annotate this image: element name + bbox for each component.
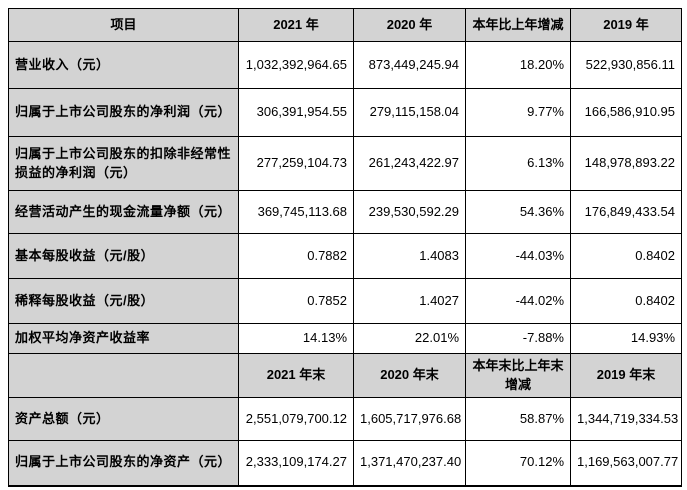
value-change: 6.13% — [465, 136, 571, 191]
row-label: 加权平均净资产收益率 — [8, 323, 239, 354]
table-header-row-year-end: 2021 年末 2020 年末 本年末比上年末增减 2019 年末 — [8, 353, 682, 398]
value-change: -44.02% — [465, 278, 571, 324]
value-2019: 522,930,856.11 — [570, 41, 682, 89]
row-operating-cash-flow: 经营活动产生的现金流量净额（元） 369,745,113.68 239,530,… — [8, 190, 682, 234]
header-2020: 2020 年 — [353, 8, 466, 42]
row-weighted-avg-roe: 加权平均净资产收益率 14.13% 22.01% -7.88% 14.93% — [8, 323, 682, 354]
value-change: 18.20% — [465, 41, 571, 89]
value-2019: 0.8402 — [570, 278, 682, 324]
row-net-assets-attributable: 归属于上市公司股东的净资产（元） 2,333,109,174.27 1,371,… — [8, 440, 682, 486]
row-basic-eps: 基本每股收益（元/股） 0.7882 1.4083 -44.03% 0.8402 — [8, 233, 682, 279]
header-yoy-change: 本年比上年增减 — [465, 8, 571, 42]
value-2020: 239,530,592.29 — [353, 190, 466, 234]
row-label: 营业收入（元） — [8, 41, 239, 89]
row-label: 基本每股收益（元/股） — [8, 233, 239, 279]
row-diluted-eps: 稀释每股收益（元/股） 0.7852 1.4027 -44.02% 0.8402 — [8, 278, 682, 324]
row-total-assets: 资产总额（元） 2,551,079,700.12 1,605,717,976.6… — [8, 397, 682, 441]
value-2021: 0.7852 — [238, 278, 354, 324]
value-2021: 2,333,109,174.27 — [238, 440, 354, 486]
row-label: 经营活动产生的现金流量净额（元） — [8, 190, 239, 234]
value-2019: 166,586,910.95 — [570, 88, 682, 137]
value-2019: 1,169,563,007.77 — [570, 440, 682, 486]
value-2021: 1,032,392,964.65 — [238, 41, 354, 89]
row-net-profit-attributable: 归属于上市公司股东的净利润（元） 306,391,954.55 279,115,… — [8, 88, 682, 137]
row-operating-revenue: 营业收入（元） 1,032,392,964.65 873,449,245.94 … — [8, 41, 682, 89]
value-change: -7.88% — [465, 323, 571, 354]
row-label: 归属于上市公司股东的净利润（元） — [8, 88, 239, 137]
value-2020: 1,371,470,237.40 — [353, 440, 466, 486]
row-label: 稀释每股收益（元/股） — [8, 278, 239, 324]
value-2021: 306,391,954.55 — [238, 88, 354, 137]
value-2020: 1.4083 — [353, 233, 466, 279]
value-change: 54.36% — [465, 190, 571, 234]
value-2019: 176,849,433.54 — [570, 190, 682, 234]
value-2020: 261,243,422.97 — [353, 136, 466, 191]
value-2020: 873,449,245.94 — [353, 41, 466, 89]
row-label: 资产总额（元） — [8, 397, 239, 441]
header-item-blank — [8, 353, 239, 398]
financial-summary-table: 项目 2021 年 2020 年 本年比上年增减 2019 年 营业收入（元） … — [8, 8, 682, 487]
value-2019: 148,978,893.22 — [570, 136, 682, 191]
value-2019: 1,344,719,334.53 — [570, 397, 682, 441]
table-header-row-annual: 项目 2021 年 2020 年 本年比上年增减 2019 年 — [8, 8, 682, 42]
row-label: 归属于上市公司股东的扣除非经常性损益的净利润（元） — [8, 136, 239, 191]
value-change: 9.77% — [465, 88, 571, 137]
value-2021: 277,259,104.73 — [238, 136, 354, 191]
header-2021-end: 2021 年末 — [238, 353, 354, 398]
header-2019: 2019 年 — [570, 8, 682, 42]
value-2021: 14.13% — [238, 323, 354, 354]
value-change: -44.03% — [465, 233, 571, 279]
value-2020: 279,115,158.04 — [353, 88, 466, 137]
value-2020: 1.4027 — [353, 278, 466, 324]
row-label: 归属于上市公司股东的净资产（元） — [8, 440, 239, 486]
header-2020-end: 2020 年末 — [353, 353, 466, 398]
value-2019: 14.93% — [570, 323, 682, 354]
value-2021: 0.7882 — [238, 233, 354, 279]
value-2019: 0.8402 — [570, 233, 682, 279]
value-2021: 2,551,079,700.12 — [238, 397, 354, 441]
header-2019-end: 2019 年末 — [570, 353, 682, 398]
value-change: 70.12% — [465, 440, 571, 486]
value-2020: 22.01% — [353, 323, 466, 354]
header-yoy-end-change: 本年末比上年末增减 — [465, 353, 571, 398]
value-2021: 369,745,113.68 — [238, 190, 354, 234]
row-net-profit-excl-nonrecurring: 归属于上市公司股东的扣除非经常性损益的净利润（元） 277,259,104.73… — [8, 136, 682, 191]
header-2021: 2021 年 — [238, 8, 354, 42]
value-change: 58.87% — [465, 397, 571, 441]
header-item: 项目 — [8, 8, 239, 42]
value-2020: 1,605,717,976.68 — [353, 397, 466, 441]
